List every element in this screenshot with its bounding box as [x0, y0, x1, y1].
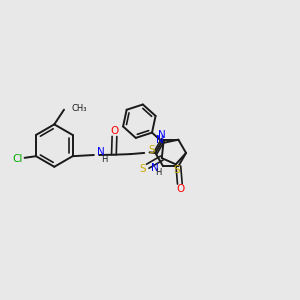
Text: S: S: [140, 164, 146, 174]
Text: H: H: [101, 155, 108, 164]
Text: O: O: [176, 184, 184, 194]
Text: CH₃: CH₃: [71, 104, 87, 113]
Text: O: O: [111, 126, 119, 136]
Text: N: N: [97, 147, 104, 158]
Text: S: S: [174, 164, 180, 175]
Text: N: N: [156, 135, 164, 145]
Text: Cl: Cl: [12, 154, 22, 164]
Text: S: S: [148, 145, 155, 155]
Text: N: N: [158, 130, 166, 140]
Text: N: N: [151, 163, 159, 173]
Text: H: H: [155, 168, 162, 177]
